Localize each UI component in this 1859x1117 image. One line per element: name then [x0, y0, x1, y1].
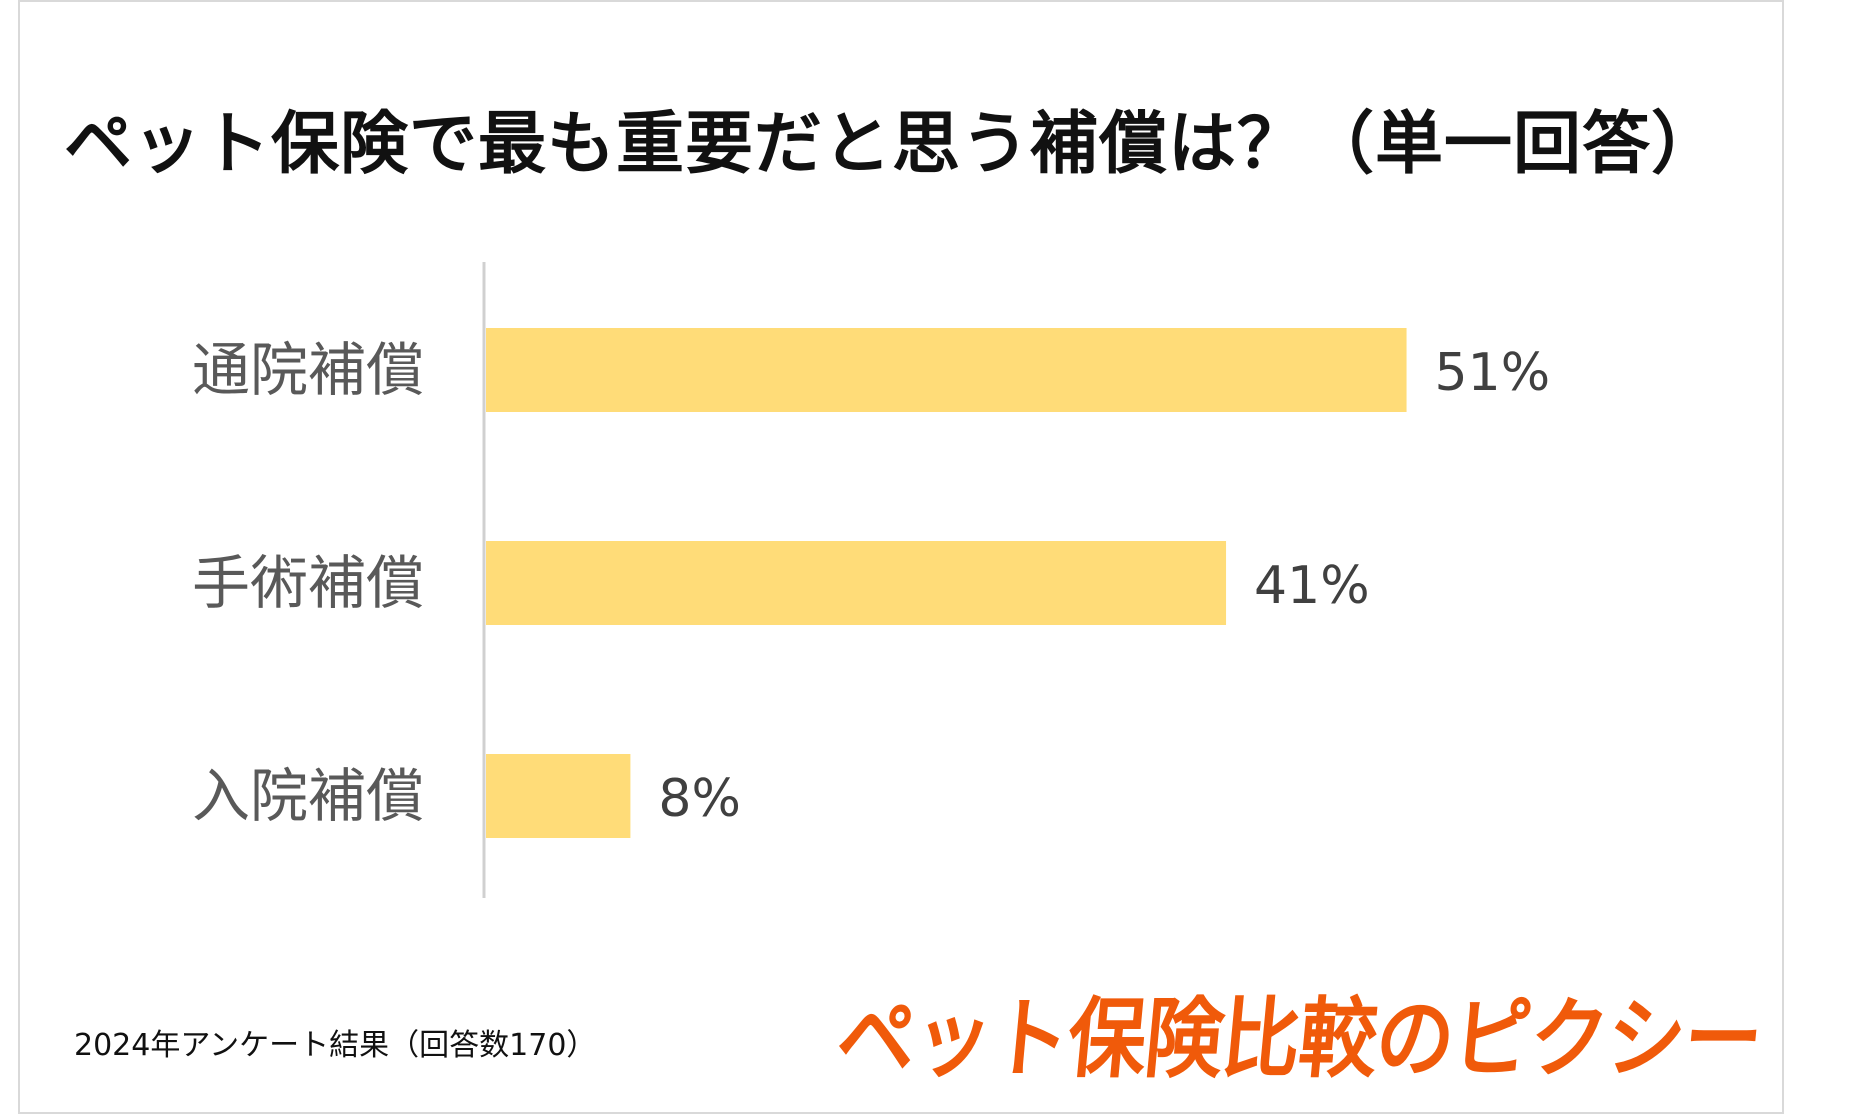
category-label-3: 入院補償: [192, 762, 424, 830]
bars-layer: 通院補償 51% 手術補償 41% 入院補償 8%: [192, 328, 1550, 838]
brand-logo: ペット保険比較のピクシー: [832, 989, 1767, 1091]
value-label-2: 41%: [1254, 556, 1370, 616]
value-label-1: 51%: [1435, 343, 1551, 403]
category-label-2: 手術補償: [192, 549, 424, 617]
category-label-1: 通院補償: [192, 336, 424, 404]
bar-2: [486, 541, 1227, 625]
bar-3: [486, 754, 631, 838]
chart-title: ペット保険で最も重要だと思う補償は？（単一回答）: [64, 105, 1721, 184]
footnote: 2024年アンケート結果（回答数170）: [74, 1028, 597, 1063]
value-label-3: 8%: [658, 769, 741, 829]
bar-1: [486, 328, 1407, 412]
